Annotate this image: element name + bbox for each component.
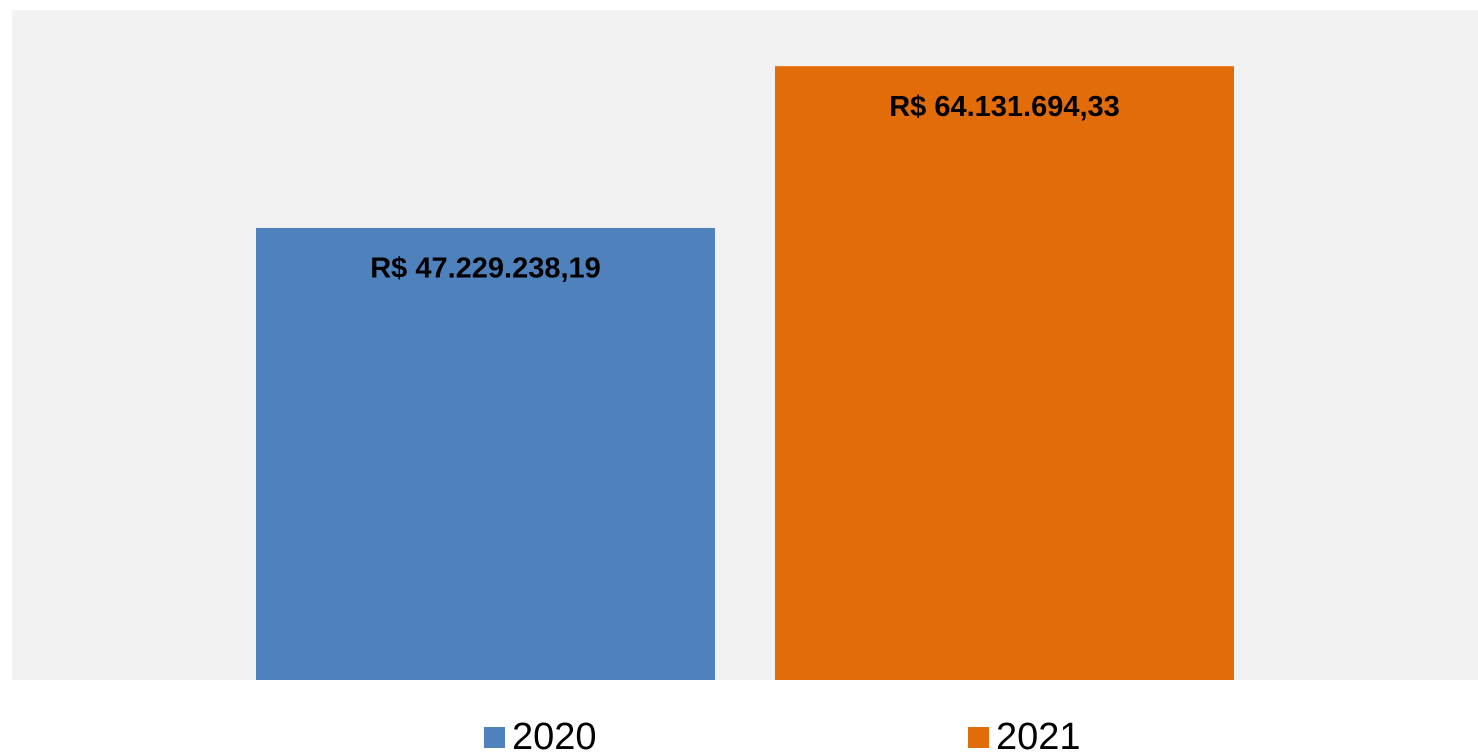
bar — [256, 227, 715, 680]
bar — [775, 66, 1234, 680]
legend-swatch — [484, 727, 505, 748]
legend-label: 2020 — [512, 716, 597, 753]
legend-label: 2021 — [996, 716, 1081, 753]
legend-swatch — [968, 727, 989, 748]
value-label: R$ 47.229.238,19 — [370, 253, 601, 285]
value-label: R$ 64.131.694,33 — [889, 91, 1120, 123]
plot-area — [12, 10, 1478, 680]
